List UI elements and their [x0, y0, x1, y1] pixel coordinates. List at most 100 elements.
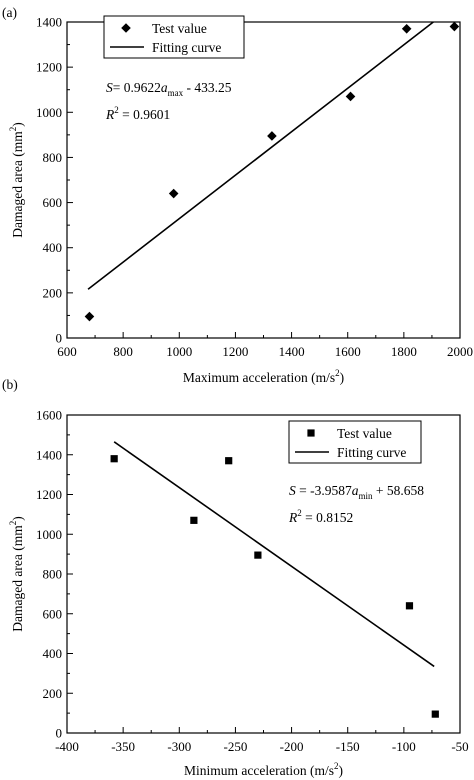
legend-box	[288, 420, 422, 464]
y-axis-title-main: Damaged area (mm	[10, 131, 25, 238]
test-value-point	[345, 91, 356, 102]
legend-label-test-value: Test value	[337, 426, 392, 441]
x-tick-label: 1000	[166, 344, 192, 359]
r2-r: R	[105, 107, 115, 122]
fitting-curve-line	[113, 441, 435, 668]
y-tick-label: 800	[43, 150, 63, 165]
r2-rest: = 0.9601	[119, 107, 171, 122]
panel-label: (a)	[2, 5, 17, 20]
test-value-point	[431, 710, 439, 718]
fitting-curve-line	[87, 22, 434, 290]
legend-label-fitting-curve: Fitting curve	[152, 40, 221, 55]
data-layer	[87, 22, 434, 290]
eq-a: a	[161, 80, 168, 95]
eq-s: S	[106, 80, 113, 95]
test-value-point	[225, 457, 233, 465]
r2-sup: 2	[297, 508, 302, 518]
y-tick-label: 600	[43, 606, 63, 621]
y-tick-label: 0	[56, 726, 63, 741]
eq-rest: - 433.25	[183, 80, 232, 95]
eq-coef: = -3.9587	[296, 483, 352, 498]
x-tick-label: 1800	[391, 344, 417, 359]
legend: Test value Fitting curve	[103, 15, 245, 59]
x-axis-title-main: Minimum acceleration (m/s	[184, 763, 334, 778]
fit-equation: S= 0.9622amax - 433.25	[106, 80, 232, 98]
eq-coef: = 0.9622	[113, 80, 161, 95]
test-value-point	[190, 516, 198, 524]
r2-sup: 2	[114, 105, 119, 115]
test-value-point	[401, 23, 412, 34]
x-axis-title: Maximum acceleration (m/s2)	[183, 368, 344, 385]
y-tick-label: 1000	[36, 105, 62, 120]
test-value-point	[84, 311, 95, 322]
x-tick-label: -250	[224, 739, 248, 754]
y-axis-title-end: )	[10, 122, 25, 127]
y-tick-label: 200	[43, 285, 63, 300]
x-tick-label: -300	[167, 739, 191, 754]
y-axis-title-main: Damaged area (mm	[10, 525, 25, 632]
chart-panel-a: 600 800 1000 1200 1400 1600 1800 2000 0 200 400 600…	[2, 5, 473, 385]
x-tick-label: -400	[55, 739, 79, 754]
test-value-point	[449, 21, 460, 32]
test-value-point	[168, 188, 179, 199]
x-axis-title-main: Maximum acceleration (m/s	[183, 370, 335, 385]
x-tick-label: 1600	[335, 344, 361, 359]
x-tick-label: 800	[113, 344, 133, 359]
test-value-point	[254, 551, 262, 559]
panel-label: (b)	[2, 377, 18, 392]
legend-marker-test-value	[307, 429, 315, 437]
x-axis-title-end: )	[338, 763, 343, 778]
y-tick-label: 1200	[36, 487, 62, 502]
test-value-point	[267, 131, 277, 141]
plot-frame	[66, 21, 461, 339]
data-layer	[113, 441, 435, 668]
x-axis-title-end: )	[340, 370, 345, 385]
x-tick-label: 1200	[222, 344, 248, 359]
eq-rest: + 58.658	[373, 483, 425, 498]
y-axis-title-sup: 2	[8, 127, 18, 132]
fit-equation: S = -3.9587amin + 58.658	[289, 483, 424, 501]
y-tick-label: 1400	[36, 15, 62, 30]
x-tick-label: -200	[280, 739, 304, 754]
y-tick-label: 1000	[36, 527, 62, 542]
eq-sub: min	[358, 491, 373, 501]
y-tick-label: 200	[43, 686, 63, 701]
fit-r-squared: R2 = 0.9601	[105, 105, 170, 122]
y-tick-label: 400	[43, 240, 63, 255]
eq-s: S	[289, 483, 296, 498]
legend-label-test-value: Test value	[152, 21, 207, 36]
y-tick-label: 800	[43, 567, 63, 582]
x-tick-label: -350	[111, 739, 135, 754]
y-tick-label: 1200	[36, 60, 62, 75]
y-tick-label: 1600	[36, 408, 62, 423]
x-axis-title-sup: 2	[335, 368, 340, 378]
points-layer	[110, 455, 439, 718]
r2-r: R	[288, 510, 298, 525]
legend: Test value Fitting curve	[288, 420, 422, 464]
fit-r-squared: R2 = 0.8152	[288, 508, 353, 525]
y-axis-title: Damaged area (mm2)	[8, 516, 25, 631]
y-tick-label: 0	[56, 331, 63, 346]
x-tick-label: -100	[392, 739, 416, 754]
eq-a: a	[352, 483, 359, 498]
x-axis-title-sup: 2	[334, 761, 339, 771]
x-axis-title: Minimum acceleration (m/s2)	[184, 761, 343, 778]
y-axis-title-end: )	[10, 516, 25, 521]
x-tick-label: 2000	[447, 344, 473, 359]
legend-marker-test-value	[121, 23, 131, 33]
y-tick-label: 400	[43, 646, 63, 661]
x-tick-label: -50	[451, 739, 468, 754]
points-layer	[84, 21, 460, 322]
r2-rest: = 0.8152	[302, 510, 354, 525]
test-value-point	[405, 602, 414, 610]
y-axis-title: Damaged area (mm2)	[8, 122, 25, 237]
y-axis-title-sup: 2	[8, 521, 18, 526]
test-value-point	[110, 455, 118, 463]
legend-box	[103, 15, 245, 59]
y-tick-label: 1400	[36, 447, 62, 462]
y-tick-label: 600	[43, 195, 63, 210]
legend-label-fitting-curve: Fitting curve	[337, 445, 406, 460]
chart-panel-b: -400 -350 -300 -250 -200 -150 -100 -50 0 200 400 60…	[2, 377, 469, 778]
